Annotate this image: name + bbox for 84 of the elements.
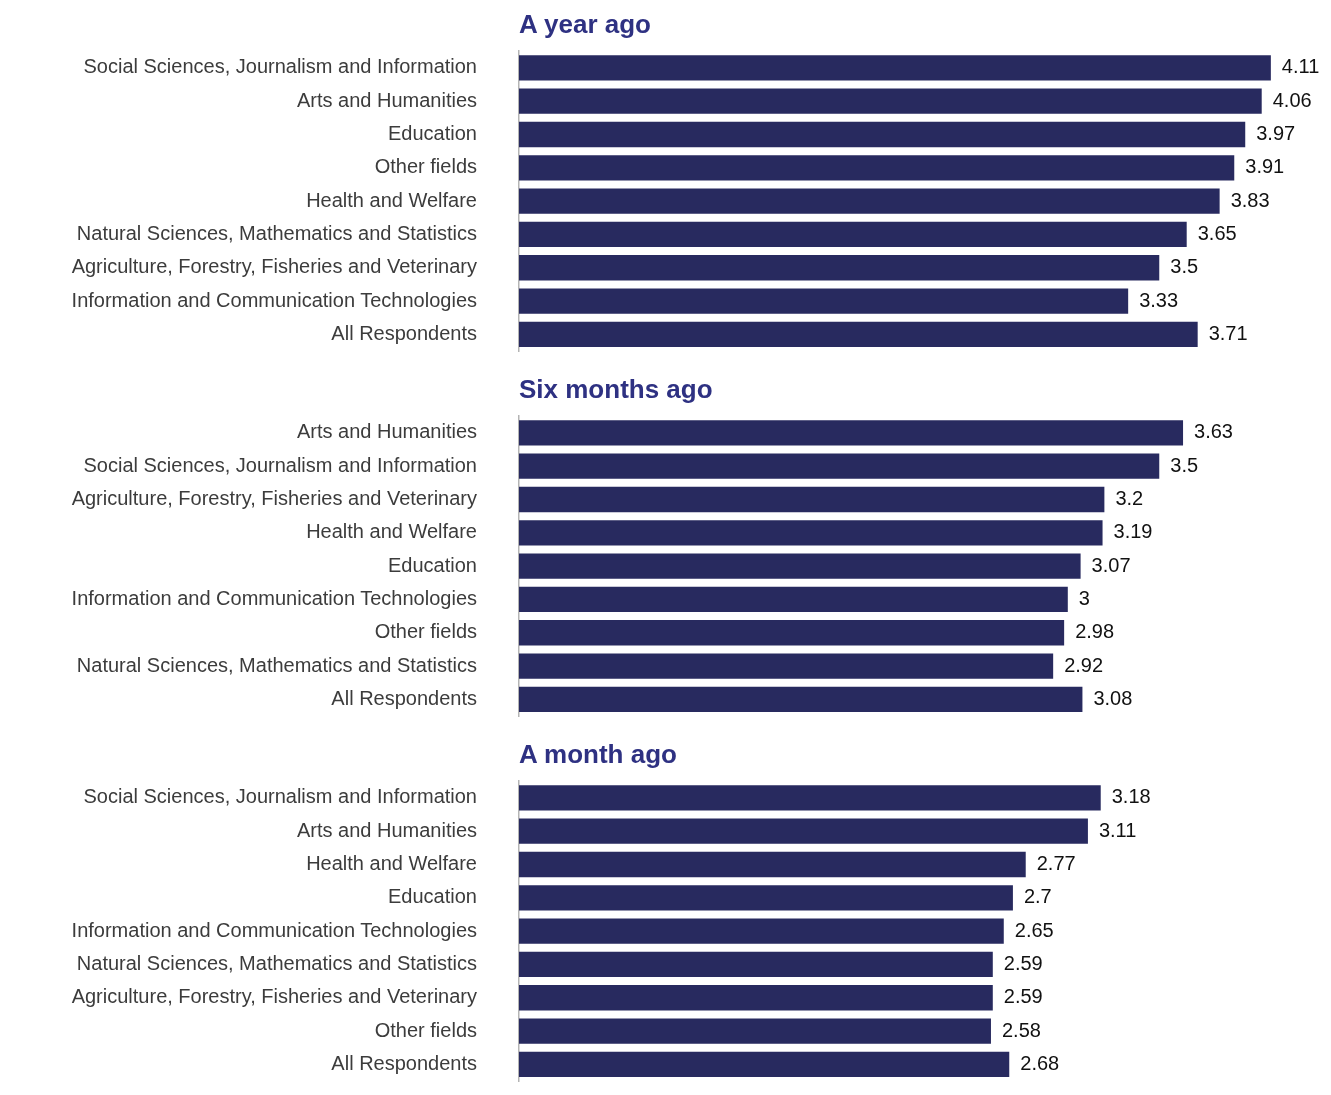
data-label: 2.77 (1036, 851, 1076, 874)
data-label: 3.65 (1197, 221, 1237, 244)
data-label: 3.33 (1139, 288, 1179, 311)
data-label: 3.91 (1245, 155, 1285, 178)
bar (519, 121, 1246, 148)
y-tick-label: Arts and Humanities (296, 88, 477, 111)
y-tick-label: Health and Welfare (306, 520, 477, 543)
y-tick-label: Social Sciences, Journalism and Information (83, 785, 477, 808)
y-tick-label: Social Sciences, Journalism and Information (83, 453, 477, 476)
data-label: 2.59 (1003, 951, 1043, 974)
data-label: 3.11 (1098, 818, 1137, 841)
bar (519, 321, 1198, 347)
y-tick-label: Agriculture, Forestry, Fisheries and Veterinary (71, 486, 477, 509)
data-label: 3.08 (1093, 686, 1133, 709)
bar (519, 686, 1083, 712)
bar (519, 586, 1068, 613)
bar (519, 818, 1088, 844)
data-label: 2.98 (1075, 620, 1115, 643)
chart-title: A month ago (519, 738, 677, 769)
y-tick-label: Information and Communication Technologies (71, 288, 477, 311)
bar (519, 55, 1271, 81)
data-label: 3.5 (1170, 453, 1199, 476)
y-tick-label: Education (388, 553, 477, 576)
bar (519, 188, 1220, 214)
data-label: 2.59 (1003, 985, 1043, 1008)
y-tick-label: Other fields (374, 1018, 477, 1041)
data-label: 3.19 (1113, 520, 1153, 543)
y-tick-label: All Respondents (331, 321, 477, 344)
data-label: 3.5 (1170, 255, 1199, 278)
data-label: 3.71 (1208, 321, 1248, 344)
data-label: 2.65 (1014, 918, 1054, 941)
bar (519, 520, 1103, 546)
bar (519, 851, 1026, 878)
y-tick-label: Education (388, 121, 477, 144)
data-label: 2.68 (1020, 1051, 1060, 1074)
data-label: 2.58 (1001, 1018, 1041, 1041)
data-label: 3.07 (1091, 553, 1131, 576)
bar (519, 985, 993, 1011)
bar (519, 88, 1262, 114)
y-tick-label: Other fields (374, 620, 477, 643)
bar (519, 951, 993, 978)
bar (519, 918, 1004, 944)
chart-title: Six months ago (519, 373, 713, 404)
y-tick-label: Natural Sciences, Mathematics and Statistics (76, 951, 477, 974)
data-label: 3.97 (1256, 121, 1296, 144)
bar (519, 653, 1054, 679)
bar (519, 155, 1235, 181)
bar (519, 486, 1105, 513)
data-label: 4.11 (1281, 55, 1320, 78)
data-label: 3.18 (1111, 785, 1151, 808)
bar (519, 420, 1184, 446)
chart-title: A year ago (519, 8, 651, 39)
y-tick-label: Health and Welfare (306, 851, 477, 874)
bar (519, 221, 1187, 248)
y-tick-label: Natural Sciences, Mathematics and Statistics (76, 221, 477, 244)
y-tick-label: All Respondents (331, 1051, 477, 1074)
bar (519, 288, 1129, 314)
data-label: 3.2 (1115, 486, 1144, 509)
y-tick-label: All Respondents (331, 686, 477, 709)
data-label: 2.92 (1064, 653, 1104, 676)
bar (519, 553, 1081, 579)
y-tick-label: Information and Communication Technologies (71, 918, 477, 941)
bar (519, 1018, 991, 1044)
data-label: 3.83 (1230, 188, 1270, 211)
bar (519, 620, 1065, 646)
data-label: 3 (1078, 586, 1090, 609)
bar (519, 453, 1160, 479)
data-label: 2.7 (1023, 885, 1052, 908)
y-tick-label: Arts and Humanities (296, 420, 477, 443)
bar (519, 885, 1013, 911)
y-tick-label: Other fields (374, 155, 477, 178)
y-tick-label: Agriculture, Forestry, Fisheries and Veterinary (71, 985, 477, 1008)
y-tick-label: Social Sciences, Journalism and Information (83, 55, 477, 78)
y-tick-label: Information and Communication Technologies (71, 586, 477, 609)
data-label: 3.63 (1194, 420, 1233, 443)
y-tick-label: Natural Sciences, Mathematics and Statistics (76, 653, 477, 676)
bar (519, 1051, 1010, 1077)
y-tick-label: Agriculture, Forestry, Fisheries and Veterinary (71, 255, 477, 278)
bar (519, 255, 1160, 281)
y-tick-label: Health and Welfare (306, 188, 477, 211)
data-label: 4.06 (1272, 88, 1312, 111)
y-tick-label: Education (388, 885, 477, 908)
y-tick-label: Arts and Humanities (296, 818, 477, 841)
bar (519, 785, 1101, 811)
